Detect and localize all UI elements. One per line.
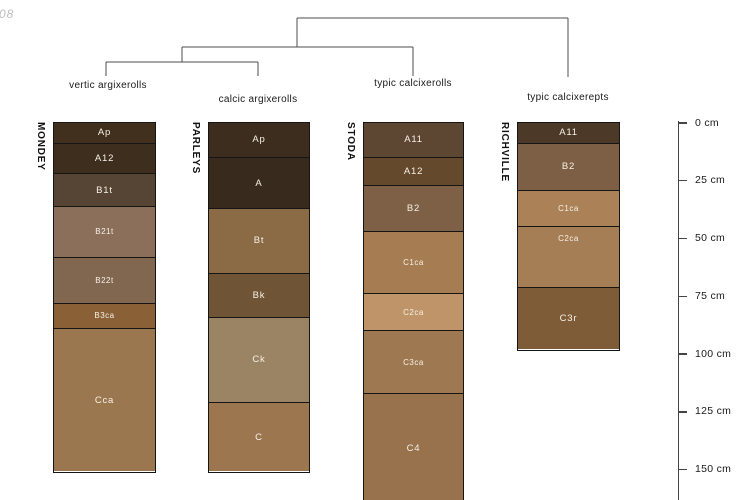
soil-column-mondey: Ap A12 B1t B21t B22t B3ca Cca <box>53 121 156 474</box>
depth-tick-0 <box>678 122 687 124</box>
horizon-mondey-a12: A12 <box>54 143 155 174</box>
depth-tick-75 <box>678 295 687 298</box>
horizon-stoda-c4: C4 <box>364 392 463 500</box>
horizon-mondey-b22t: B22t <box>54 256 155 303</box>
soil-column-parleys: Ap A Bt Bk Ck C <box>208 121 310 474</box>
horizon-label: C3r <box>559 312 578 324</box>
horizon-mondey-b3ca: B3ca <box>54 302 155 329</box>
horizon-richville-a11: A11 <box>518 122 619 144</box>
series-name-richville: RICHVILLE <box>499 122 510 182</box>
depth-tick-label-125: 125 cm <box>695 405 732 418</box>
horizon-label: B22t <box>95 275 114 285</box>
horizon-richville-c1ca: C1ca <box>518 189 619 227</box>
series-name-stoda: STODA <box>345 122 356 161</box>
horizon-label: Bt <box>253 235 265 247</box>
class-label-calcic-argixerolls: calcic argixerolls <box>218 94 298 105</box>
series-name-parleys: PARLEYS <box>190 122 201 175</box>
horizon-stoda-a11: A11 <box>364 122 463 158</box>
horizon-label: B2 <box>406 202 421 214</box>
horizon-richville-c2ca: C2ca <box>518 226 619 287</box>
depth-tick-150 <box>678 468 687 471</box>
horizon-label: B1t <box>96 184 113 196</box>
horizon-label: C3ca <box>403 357 424 367</box>
horizon-parleys-ck: Ck <box>209 316 309 403</box>
class-label-typic-calcixerolls: typic calcixerolls <box>374 78 452 89</box>
horizon-label: A <box>255 177 263 189</box>
class-label-vertic-argixerolls: vertic argixerolls <box>69 80 147 91</box>
class-label-typic-calcixerepts: typic calcixerepts <box>527 92 609 103</box>
soil-column-stoda: A11 A12 B2 C1ca C2ca C3ca C4 <box>363 121 464 500</box>
series-name-mondey: MONDEY <box>35 122 46 171</box>
horizon-label: A11 <box>559 127 578 139</box>
horizon-parleys-bk: Bk <box>209 272 309 317</box>
horizon-label: B21t <box>95 227 114 237</box>
horizon-label: C4 <box>406 443 421 455</box>
horizon-label: Bk <box>252 289 266 301</box>
horizon-label: A11 <box>404 134 423 146</box>
depth-tick-label-0: 0 cm <box>695 116 719 129</box>
horizon-label: Cca <box>94 394 115 406</box>
depth-tick-label-150: 150 cm <box>695 463 732 476</box>
depth-tick-label-25: 25 cm <box>695 174 726 187</box>
watermark-text: -08 <box>0 7 15 21</box>
depth-tick-label-100: 100 cm <box>695 347 732 360</box>
horizon-label: C2ca <box>403 307 424 317</box>
horizon-label: C1ca <box>403 258 424 268</box>
depth-tick-50 <box>678 237 687 240</box>
horizon-label: A12 <box>94 153 115 165</box>
horizon-label: Ck <box>252 354 266 366</box>
horizon-mondey-b1t: B1t <box>54 173 155 206</box>
horizon-parleys-bt: Bt <box>209 207 309 273</box>
horizon-label: A12 <box>403 166 424 178</box>
horizon-label: B3ca <box>94 311 115 321</box>
depth-tick-label-50: 50 cm <box>695 232 726 245</box>
horizon-label: C1ca <box>558 204 579 213</box>
depth-tick-label-75: 75 cm <box>695 289 726 302</box>
horizon-stoda-a12: A12 <box>364 157 463 185</box>
depth-tick-25 <box>678 180 687 182</box>
depth-axis-line <box>678 121 680 500</box>
horizon-label: Ap <box>252 134 266 146</box>
horizon-stoda-c1ca: C1ca <box>364 231 463 294</box>
horizon-label: C2ca <box>558 234 579 244</box>
horizon-parleys-c: C <box>209 402 309 472</box>
horizon-richville-b2: B2 <box>518 143 619 190</box>
horizon-stoda-c3ca: C3ca <box>364 330 463 393</box>
horizon-mondey-cca: Cca <box>54 328 155 472</box>
horizon-parleys-a: A <box>209 157 309 208</box>
horizon-stoda-c2ca: C2ca <box>364 293 463 331</box>
depth-tick-125 <box>678 411 687 413</box>
depth-tick-100 <box>678 353 687 355</box>
soil-column-richville: A11 B2 C1ca C2ca C3r <box>517 121 620 351</box>
horizon-stoda-b2: B2 <box>364 184 463 232</box>
horizon-mondey-ap: Ap <box>54 122 155 144</box>
horizon-richville-c3r: C3r <box>518 286 619 349</box>
horizon-mondey-b21t: B21t <box>54 205 155 257</box>
horizon-parleys-ap: Ap <box>209 122 309 158</box>
horizon-label: B2 <box>561 161 576 173</box>
horizon-label: Ap <box>97 127 112 139</box>
horizon-label: C <box>255 431 263 443</box>
